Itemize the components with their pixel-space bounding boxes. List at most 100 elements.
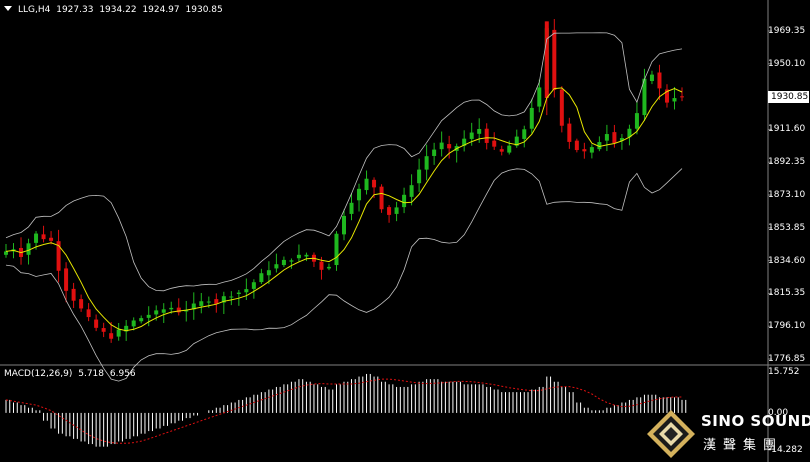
- current-price-marker: 1930.85: [768, 90, 809, 103]
- candle-body: [169, 307, 174, 310]
- candle-body: [462, 138, 467, 146]
- candle-body: [612, 132, 617, 144]
- candle-body: [417, 169, 422, 184]
- candle-body: [484, 128, 489, 143]
- price-tick-label: 1815.35: [768, 288, 806, 299]
- candle-body: [334, 233, 339, 266]
- candle-body: [326, 266, 331, 269]
- spike-candle-body: [544, 21, 549, 99]
- candle-body: [432, 149, 437, 156]
- diamond-logo-icon: [647, 410, 695, 458]
- candle-body: [296, 254, 301, 259]
- macd-tick-label: 15.752: [768, 367, 800, 377]
- high-value: 1934.22: [99, 5, 137, 15]
- candle-body: [221, 296, 226, 303]
- candle-body: [94, 319, 99, 328]
- candle-body: [34, 233, 39, 243]
- candle-body: [604, 134, 609, 141]
- candle-body: [349, 202, 354, 214]
- macd-tick-label: -14.282: [768, 445, 803, 455]
- candle-body: [627, 128, 632, 138]
- candle-body: [447, 144, 452, 149]
- candle-body: [289, 260, 294, 262]
- price-tick-label: 1873.10: [768, 190, 806, 200]
- candle-body: [559, 89, 564, 126]
- candle-body: [364, 178, 369, 191]
- candle-body: [124, 325, 129, 332]
- candle-body: [266, 270, 271, 276]
- price-tick-label: 1892.35: [768, 157, 806, 168]
- candle-body: [116, 329, 121, 337]
- collapse-triangle-icon[interactable]: [4, 6, 12, 11]
- candle-body: [49, 237, 54, 241]
- price-tick-label: 1834.60: [768, 255, 806, 266]
- candle-body: [574, 140, 579, 151]
- chart-header: LLG,H4 1927.33 1934.22 1924.97 1930.85: [4, 5, 223, 15]
- candle-body: [582, 149, 587, 152]
- brand-name-cn: 漢聲集團: [703, 438, 784, 453]
- candle-body: [244, 289, 249, 293]
- candle-body: [64, 268, 69, 291]
- macd-tick-label: 0.00: [768, 407, 789, 418]
- candle-body: [184, 310, 189, 312]
- open-value: 1927.33: [56, 5, 94, 15]
- candle-body: [379, 186, 384, 210]
- candle-body: [199, 301, 204, 306]
- candle-body: [402, 194, 407, 208]
- candle-body: [529, 107, 534, 129]
- candle-body: [664, 89, 669, 103]
- macd-main-value: 5.718: [78, 369, 104, 379]
- candle-body: [342, 215, 346, 235]
- candle-body: [680, 96, 684, 98]
- candle-body: [634, 113, 639, 129]
- candle-body: [229, 296, 234, 298]
- candle-body: [499, 149, 504, 152]
- candle-body: [4, 251, 8, 255]
- candle-body: [191, 303, 196, 310]
- moving-average-line: [5, 87, 683, 332]
- candle-body: [357, 188, 362, 201]
- candle-body: [492, 140, 497, 147]
- candle-body: [319, 261, 324, 270]
- price-tick-label: 1853.85: [768, 222, 806, 233]
- candle-body: [372, 179, 377, 188]
- candle-body: [597, 142, 602, 150]
- price-tick-label: 1969.35: [768, 26, 806, 36]
- macd-header: MACD(12,26,9) 5.718 6.956: [4, 369, 136, 379]
- candle-body: [259, 273, 264, 283]
- price-tick-label: 1776.85: [768, 354, 806, 364]
- candle-body: [86, 309, 91, 318]
- macd-label: MACD(12,26,9): [4, 369, 73, 379]
- candle-body: [154, 310, 159, 315]
- candle-body: [146, 314, 151, 318]
- candle-body: [387, 207, 392, 215]
- low-value: 1924.97: [142, 5, 180, 15]
- macd-signal-value: 6.956: [109, 369, 136, 379]
- price-tick-label: 1796.10: [768, 321, 806, 332]
- candle-body: [589, 147, 594, 153]
- candle-body: [537, 87, 542, 107]
- candle-body: [41, 234, 46, 240]
- candle-body: [567, 123, 572, 142]
- candle-body: [477, 129, 482, 134]
- candle-body: [71, 288, 76, 301]
- candle-body: [56, 241, 61, 271]
- candle-body: [552, 29, 557, 90]
- candle-body: [79, 299, 84, 309]
- candle-body: [657, 72, 662, 89]
- candle-body: [642, 78, 647, 116]
- candle-body: [236, 292, 241, 294]
- candle-body: [409, 185, 414, 197]
- candle-body: [206, 301, 211, 303]
- candle-body: [507, 145, 512, 153]
- candle-body: [672, 98, 677, 102]
- candle-body: [176, 307, 181, 313]
- candle-body: [281, 259, 286, 266]
- candle-body: [274, 264, 279, 269]
- sino-sound-logo: SINO SOUND 漢聲集團: [645, 406, 810, 462]
- candle-body: [131, 320, 136, 327]
- candle-body: [619, 138, 624, 141]
- bollinger-lower-line: [5, 168, 683, 382]
